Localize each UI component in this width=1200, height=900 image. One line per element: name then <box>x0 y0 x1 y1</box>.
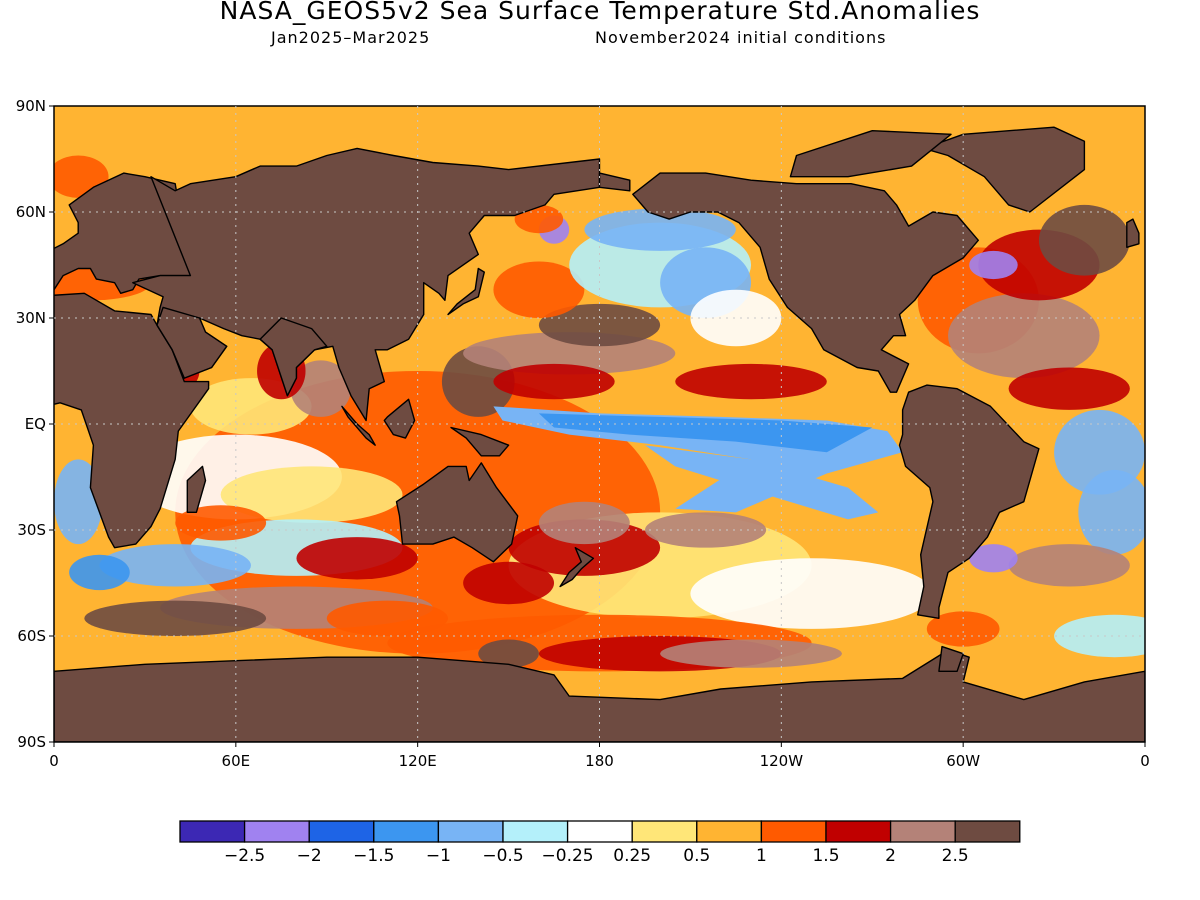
lat-tick-label: 30N <box>16 309 46 327</box>
anomaly-region <box>660 639 842 668</box>
japan-landmass <box>447 267 485 316</box>
lon-tick-label: 120E <box>399 752 437 770</box>
colorbar-swatch <box>825 820 892 843</box>
anomaly-region <box>969 250 1018 280</box>
anomaly-region <box>99 544 251 587</box>
colorbar-swatch <box>566 820 633 843</box>
newzealand-landmass <box>559 547 595 588</box>
lat-tick-label: 60N <box>16 203 46 221</box>
colorbar-swatch <box>954 820 1021 843</box>
lat-tick-label: 90N <box>16 97 46 115</box>
colorbar-swatch <box>373 820 440 843</box>
anomaly-region <box>926 611 1000 647</box>
antarctic-peninsula-landmass <box>938 645 964 672</box>
colorbar-swatch <box>696 820 763 843</box>
colorbar-label: 2.5 <box>942 846 969 866</box>
colorbar-swatch <box>308 820 375 843</box>
anomaly-region <box>969 544 1018 573</box>
anomaly-region <box>538 303 661 347</box>
lat-tick-label: 90S <box>17 733 46 751</box>
anomaly-region <box>493 261 585 318</box>
colorbar-label: −2.5 <box>224 846 265 866</box>
period-subtitle: Jan2025–Mar2025 <box>271 28 431 47</box>
colorbar-swatch <box>760 820 827 843</box>
anomaly-region <box>220 466 403 523</box>
anomaly-region <box>538 501 630 545</box>
colorbar-label: −0.25 <box>542 846 594 866</box>
colorbar-swatch <box>437 820 504 843</box>
anomaly-region <box>1078 469 1145 555</box>
colorbar-label: −1.5 <box>353 846 394 866</box>
colorbar-label: 0.25 <box>613 846 651 866</box>
colorbar-label: 2 <box>885 846 896 866</box>
anomaly-region <box>584 208 736 251</box>
india-landmass <box>259 317 328 397</box>
colorbar-swatch <box>243 820 310 843</box>
init-subtitle: November2024 initial conditions <box>595 28 887 47</box>
anomaly-region <box>296 537 418 580</box>
anomaly-region <box>69 554 130 591</box>
southeast-pacific-cold-band <box>644 445 879 520</box>
south-america-landmass <box>898 384 1040 619</box>
arabia-landmass <box>156 306 228 379</box>
newguinea-landmass <box>450 426 510 457</box>
sumatra-landmass <box>341 405 376 446</box>
madagascar-landmass <box>186 465 207 513</box>
anomaly-region <box>463 561 555 605</box>
greatbritain-landmass <box>1126 218 1140 249</box>
colorbar-swatch <box>889 820 956 843</box>
antarctica-landmass <box>54 649 1145 742</box>
anomaly-region <box>493 363 615 400</box>
chart-title: NASA_GEOS5v2 Sea Surface Temperature Std… <box>219 0 981 25</box>
anomaly-region <box>1008 544 1130 587</box>
africa-landmass <box>54 292 210 549</box>
anomaly-region <box>1054 614 1145 658</box>
colorbar-label: −2 <box>297 846 322 866</box>
greenland-landmass <box>923 126 1086 213</box>
colorbar-swatch <box>179 820 246 843</box>
lon-tick-label: 0 <box>1140 752 1150 770</box>
lat-tick-label: 30S <box>17 521 46 539</box>
lon-tick-label: 120W <box>760 752 804 770</box>
lon-tick-label: 0 <box>49 752 59 770</box>
anomaly-region <box>1038 204 1130 276</box>
anomaly-region <box>675 363 827 400</box>
anomaly-region <box>1008 367 1130 410</box>
borneo-landmass <box>383 398 416 439</box>
colorbar-label: 1 <box>756 846 767 866</box>
anomaly-region <box>84 600 267 636</box>
colorbar-swatch <box>631 820 698 843</box>
anomaly-region <box>290 360 351 417</box>
anomaly-region <box>948 293 1100 379</box>
lon-tick-label: 60E <box>222 752 251 770</box>
colorbar-label: 1.5 <box>812 846 839 866</box>
lon-tick-label: 180 <box>585 752 614 770</box>
colorbar-label: −0.5 <box>482 846 523 866</box>
anomaly-region <box>690 289 782 347</box>
anomaly-region <box>690 558 933 629</box>
lon-tick-label: 60W <box>946 752 980 770</box>
lat-tick-label: 60S <box>17 627 46 645</box>
cold-tongue-core <box>538 413 873 453</box>
north-america-landmass <box>632 172 979 393</box>
anomaly-region <box>478 639 539 668</box>
arctic-islands-landmass <box>789 129 952 178</box>
anomaly-region <box>326 600 448 636</box>
colorbar-label: −1 <box>426 846 451 866</box>
lat-tick-label: EQ <box>25 415 46 433</box>
australia-landmass <box>395 462 519 563</box>
anomaly-region <box>175 505 267 541</box>
colorbar-label: 0.5 <box>683 846 710 866</box>
colorbar-swatch <box>502 820 569 843</box>
